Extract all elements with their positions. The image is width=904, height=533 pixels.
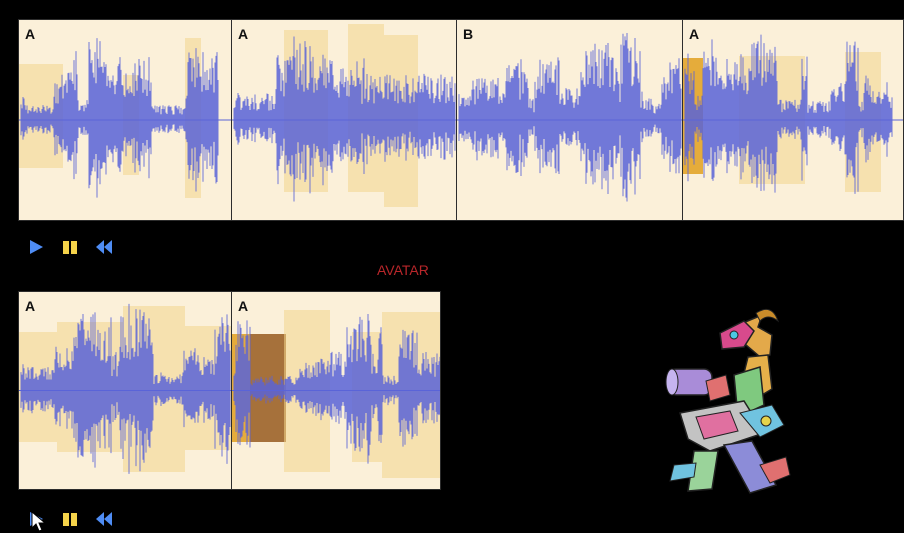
bottom-track[interactable]: A A	[18, 291, 441, 490]
top-playback-controls	[26, 237, 114, 257]
waveform	[457, 32, 682, 202]
avatar-figure	[665, 308, 791, 494]
waveform	[19, 303, 231, 474]
pause-icon	[63, 241, 77, 254]
rewind-icon	[96, 512, 112, 526]
rewind-button[interactable]	[94, 237, 114, 257]
segment-1[interactable]: A	[19, 20, 231, 220]
waveform	[232, 36, 456, 202]
segment-3[interactable]: B	[456, 20, 682, 220]
segment-label: B	[463, 26, 474, 42]
pause-button[interactable]	[60, 509, 80, 529]
top-track[interactable]: A A B A	[18, 19, 904, 221]
waveform	[232, 313, 440, 464]
play-button[interactable]	[26, 237, 46, 257]
mouse-pointer-icon	[31, 511, 47, 532]
play-icon	[30, 240, 43, 254]
segment-label: A	[238, 26, 249, 42]
waveform	[19, 38, 231, 198]
segment-label: A	[238, 298, 249, 314]
rewind-icon	[96, 240, 112, 254]
segment-1[interactable]: A	[19, 292, 231, 489]
segment-label: A	[689, 26, 700, 42]
waveform	[683, 34, 903, 194]
segment-label: A	[25, 26, 36, 42]
pause-button[interactable]	[60, 237, 80, 257]
segment-2[interactable]: A	[231, 292, 440, 489]
pause-icon	[63, 513, 77, 526]
avatar-title: AVATAR	[377, 262, 429, 278]
segment-2[interactable]: A	[231, 20, 456, 220]
segment-label: A	[25, 298, 36, 314]
segment-4[interactable]: A	[682, 20, 903, 220]
rewind-button[interactable]	[94, 509, 114, 529]
